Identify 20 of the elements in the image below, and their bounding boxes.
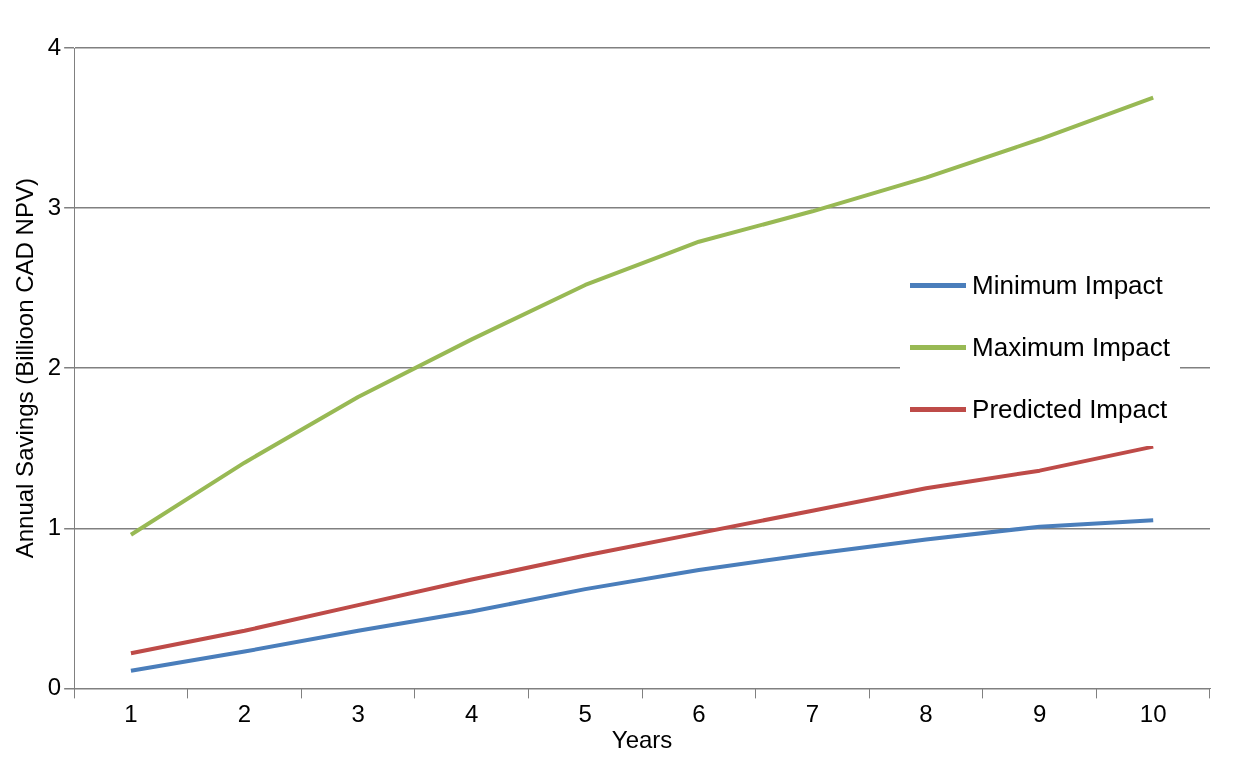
legend-label: Predicted Impact xyxy=(972,393,1168,425)
legend-label: Minimum Impact xyxy=(972,269,1163,301)
x-tick-label: 10 xyxy=(1139,700,1167,728)
x-tick-label: 5 xyxy=(578,700,592,728)
x-tick-label: 7 xyxy=(805,700,820,728)
legend-label: Maximum Impact xyxy=(972,331,1170,363)
x-tick-label: 2 xyxy=(237,700,252,728)
x-tick-label: 1 xyxy=(124,700,138,728)
x-tick-label: 9 xyxy=(1032,700,1047,728)
y-tick-label: 4 xyxy=(47,32,62,60)
x-tick-label: 4 xyxy=(465,700,479,728)
y-axis-title: Annual Savings (Billioon CAD NPV) xyxy=(11,178,39,559)
y-tick-label: 0 xyxy=(47,673,62,701)
y-tick-label: 2 xyxy=(47,352,62,380)
y-tick-label: 3 xyxy=(47,192,62,220)
x-tick-label: 8 xyxy=(919,700,933,728)
x-tick-label: 6 xyxy=(692,700,706,728)
y-tick-label: 1 xyxy=(47,512,62,540)
x-tick-label: 3 xyxy=(351,700,365,728)
x-axis-title: Years xyxy=(611,726,673,754)
